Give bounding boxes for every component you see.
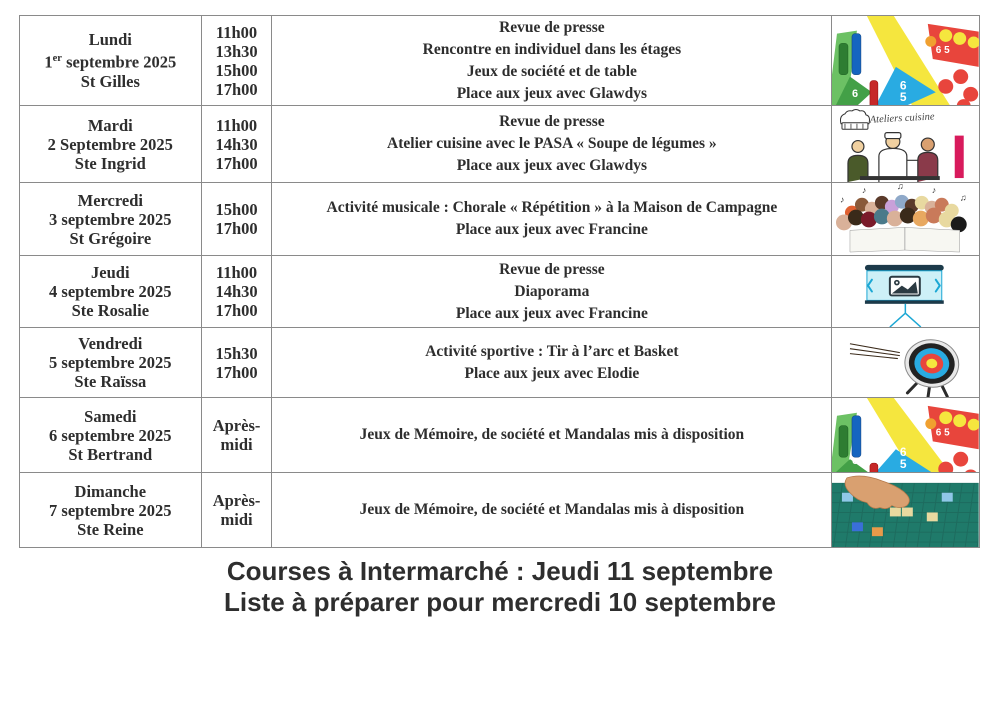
svg-text:5: 5 [900, 90, 907, 104]
svg-text:5: 5 [900, 457, 907, 471]
svg-text:♫: ♫ [960, 193, 967, 203]
svg-text:6: 6 [852, 88, 858, 100]
svg-text:♪: ♪ [862, 185, 866, 195]
svg-text:♪: ♪ [932, 185, 936, 195]
svg-text:♫: ♫ [897, 183, 904, 191]
svg-text:♪: ♪ [840, 195, 844, 205]
svg-text:6 5: 6 5 [936, 45, 950, 56]
svg-text:6 5: 6 5 [936, 428, 950, 439]
